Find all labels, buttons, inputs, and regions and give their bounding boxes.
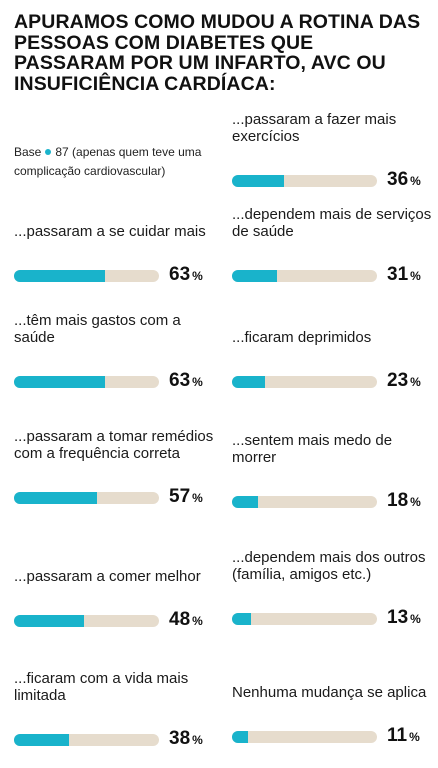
bar-fill xyxy=(232,613,251,625)
bar-value-unit: % xyxy=(192,733,203,747)
bar-label: ...ficaram deprimidos xyxy=(232,328,372,346)
bar-label: ...passaram a se cuidar mais xyxy=(14,222,206,240)
bar-track xyxy=(232,376,377,388)
bar-label: ...passaram a fazer mais exercícios xyxy=(232,111,397,145)
bar-track xyxy=(232,175,377,187)
bar-label: Nenhuma mudança se aplica xyxy=(232,683,427,701)
bar-track xyxy=(232,613,377,625)
bar-value-label: 36% xyxy=(387,168,421,193)
bar-track xyxy=(14,270,159,282)
bar-value-label: 11% xyxy=(387,724,420,749)
bar-fill xyxy=(232,270,277,282)
bar-fill xyxy=(14,734,70,746)
sample-base-note: Base 87 (apenas quem teve uma complicação… xyxy=(14,143,219,181)
bar-track xyxy=(232,731,377,743)
bar-value-label: 57% xyxy=(169,485,203,510)
bar-value-label: 23% xyxy=(387,369,421,394)
bar-value-number: 18 xyxy=(387,490,409,511)
bar-value-number: 13 xyxy=(387,607,409,628)
bar-fill xyxy=(232,175,285,187)
bar-track xyxy=(232,270,377,282)
bar-value-label: 38% xyxy=(169,727,203,752)
bullet-dot-icon xyxy=(45,149,52,156)
chart-title: APURAMOS COMO MUDOU A ROTINA DAS PESSOAS… xyxy=(14,11,421,95)
bar-track xyxy=(14,734,159,746)
bar-label: ...passaram a comer melhor xyxy=(14,567,201,585)
bar-track xyxy=(14,615,159,627)
bar-value-number: 31 xyxy=(387,264,409,285)
bar-value-number: 63 xyxy=(169,264,191,285)
bar-label: ...dependem mais dos outros (família, am… xyxy=(232,549,426,583)
bar-fill xyxy=(14,376,106,388)
bar-value-unit: % xyxy=(410,495,421,509)
base-text: 87 (apenas quem teve uma complicação car… xyxy=(14,145,202,178)
bar-label: ...dependem mais de serviços de saúde xyxy=(232,206,432,240)
bar-label: ...ficaram com a vida mais limitada xyxy=(14,670,189,704)
bar-value-number: 11 xyxy=(387,725,408,746)
bar-label: ...sentem mais medo de morrer xyxy=(232,432,393,466)
bar-label: ...têm mais gastos com a saúde xyxy=(14,312,181,346)
bar-value-unit: % xyxy=(409,730,420,744)
bar-value-number: 48 xyxy=(169,609,191,630)
bar-fill xyxy=(14,492,97,504)
bar-fill xyxy=(232,496,259,508)
bar-label: ...passaram a tomar remédios com a frequ… xyxy=(14,428,214,462)
base-label: Base xyxy=(14,145,42,159)
bar-fill xyxy=(14,270,106,282)
bar-fill xyxy=(232,376,266,388)
bar-fill xyxy=(232,731,248,743)
bar-value-label: 63% xyxy=(169,263,203,288)
bar-value-unit: % xyxy=(410,612,421,626)
bar-fill xyxy=(14,615,84,627)
bar-value-unit: % xyxy=(410,269,421,283)
bar-value-unit: % xyxy=(410,174,421,188)
bar-value-unit: % xyxy=(192,491,203,505)
bar-value-unit: % xyxy=(192,269,203,283)
bar-value-label: 18% xyxy=(387,489,421,514)
bar-value-label: 48% xyxy=(169,608,203,633)
bar-value-number: 23 xyxy=(387,370,409,391)
bar-value-label: 13% xyxy=(387,606,421,631)
bar-value-label: 63% xyxy=(169,369,203,394)
bar-value-number: 57 xyxy=(169,486,191,507)
bar-value-label: 31% xyxy=(387,263,421,288)
bar-value-number: 38 xyxy=(169,728,191,749)
bar-value-unit: % xyxy=(192,614,203,628)
bar-value-unit: % xyxy=(410,375,421,389)
bar-track xyxy=(14,376,159,388)
bar-track xyxy=(232,496,377,508)
bar-track xyxy=(14,492,159,504)
bar-value-number: 63 xyxy=(169,370,191,391)
bar-value-number: 36 xyxy=(387,169,409,190)
bar-value-unit: % xyxy=(192,375,203,389)
